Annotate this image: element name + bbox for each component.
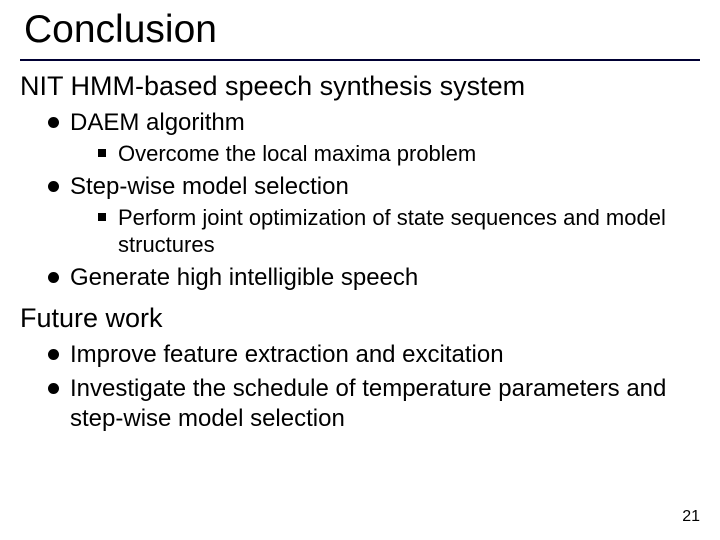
list-item: Step-wise model selection Perform joint … [48, 172, 700, 259]
section2-list: Improve feature extraction and excitatio… [20, 340, 700, 434]
list-item: Improve feature extraction and excitatio… [48, 340, 700, 370]
list-item-label: Step-wise model selection [70, 173, 349, 200]
list-item: Investigate the schedule of temperature … [48, 374, 700, 434]
slide-title: Conclusion [20, 8, 700, 52]
title-rule [20, 59, 700, 61]
sub-item: Perform joint optimization of state sequ… [98, 204, 700, 259]
list-item-label: Investigate the schedule of temperature … [70, 375, 666, 432]
page-number: 21 [682, 508, 700, 526]
list-item-label: Generate high intelligible speech [70, 264, 418, 291]
section-heading-1: NIT HMM-based speech synthesis system [20, 71, 700, 102]
sublist: Overcome the local maxima problem [70, 140, 700, 168]
list-item: DAEM algorithm Overcome the local maxima… [48, 108, 700, 168]
list-item-label: Improve feature extraction and excitatio… [70, 341, 504, 368]
section1-list: DAEM algorithm Overcome the local maxima… [20, 108, 700, 293]
sub-item: Overcome the local maxima problem [98, 140, 700, 168]
sublist: Perform joint optimization of state sequ… [70, 204, 700, 259]
list-item-label: DAEM algorithm [70, 109, 245, 136]
slide: Conclusion NIT HMM-based speech synthesi… [0, 0, 720, 540]
list-item: Generate high intelligible speech [48, 263, 700, 293]
section-heading-2: Future work [20, 303, 700, 334]
